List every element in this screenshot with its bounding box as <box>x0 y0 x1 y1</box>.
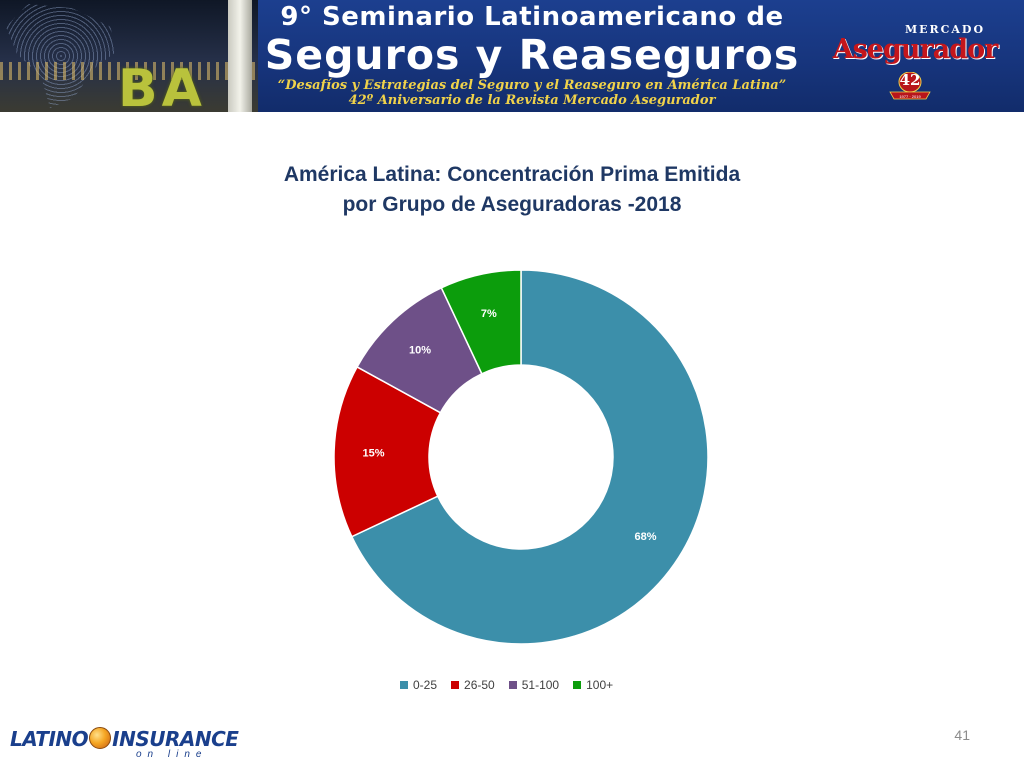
legend-item-0-25: 0-25 <box>400 678 437 692</box>
logo-wordmark: LATINO INSURANCE <box>10 727 239 751</box>
pie-slice-100+ <box>440 269 522 375</box>
seal-years: 1977 · 2019 <box>899 94 921 99</box>
banner-photo-text: BA <box>118 59 206 112</box>
banner-title: 9° Seminario Latinoamericano de Seguros … <box>262 2 802 108</box>
data-label-26-50: 15% <box>363 447 385 459</box>
logo-left-text: LATINO <box>10 727 89 751</box>
latino-insurance-logo: LATINO INSURANCE on line <box>10 727 239 767</box>
seal-number: 42 <box>899 71 921 89</box>
data-label-51-100: 10% <box>409 344 431 356</box>
legend-label: 26-50 <box>464 678 495 692</box>
chart-legend: 0-25 26-50 51-100 100+ <box>400 677 627 693</box>
legend-swatch <box>400 681 408 689</box>
legend-swatch <box>573 681 582 689</box>
legend-item-26-50: 26-50 <box>451 678 495 692</box>
brand-big-text: Asegurador <box>832 34 999 65</box>
legend-swatch <box>451 681 460 689</box>
banner-photo: BA <box>0 0 258 112</box>
banner-anniversary: 42º Aniversario de la Revista Mercado As… <box>348 93 716 108</box>
data-label-0-25: 68% <box>635 531 657 543</box>
anniversary-seal: 42 1977 · 2019 <box>888 71 932 102</box>
legend-item-51-100: 51-100 <box>508 678 560 692</box>
legend-item-100+: 100+ <box>573 678 613 692</box>
pie-slice-26-50 <box>333 365 442 538</box>
header-banner: BA 9° Seminario Latinoamericano de Segur… <box>0 0 1024 112</box>
chart-title-line2: por Grupo de Aseguradoras -2018 <box>342 193 682 216</box>
chart-title-line1: América Latina: Concentración Prima Emit… <box>283 163 741 186</box>
seal-icon <box>889 71 931 100</box>
obelisk-graphic <box>228 0 252 112</box>
legend-label: 51-100 <box>521 678 560 692</box>
globe-icon <box>89 727 112 749</box>
slide-number: 41 <box>954 727 970 743</box>
brand-small-text: MERCADO <box>904 23 986 36</box>
chart-title: América Latina: Concentración Prima Emit… <box>212 160 812 220</box>
banner-title-line1: 9° Seminario Latinoamericano de <box>280 2 784 32</box>
pie-slice-0-25 <box>350 269 709 645</box>
banner-title-line2: Seguros y Reaseguros <box>264 31 800 79</box>
logo-subtext: on line <box>136 749 208 760</box>
mercado-asegurador-logo: MERCADO Asegurador <box>820 24 1010 64</box>
logo-right-text: INSURANCE <box>112 727 239 751</box>
legend-swatch <box>508 681 517 689</box>
data-label-100+: 7% <box>481 308 497 320</box>
city-lights <box>0 62 258 80</box>
legend-label: 0-25 <box>413 678 438 692</box>
banner-subtitle: “Desafíos y Estrategias del Seguro y el … <box>277 78 787 93</box>
legend-label: 100+ <box>586 678 614 692</box>
